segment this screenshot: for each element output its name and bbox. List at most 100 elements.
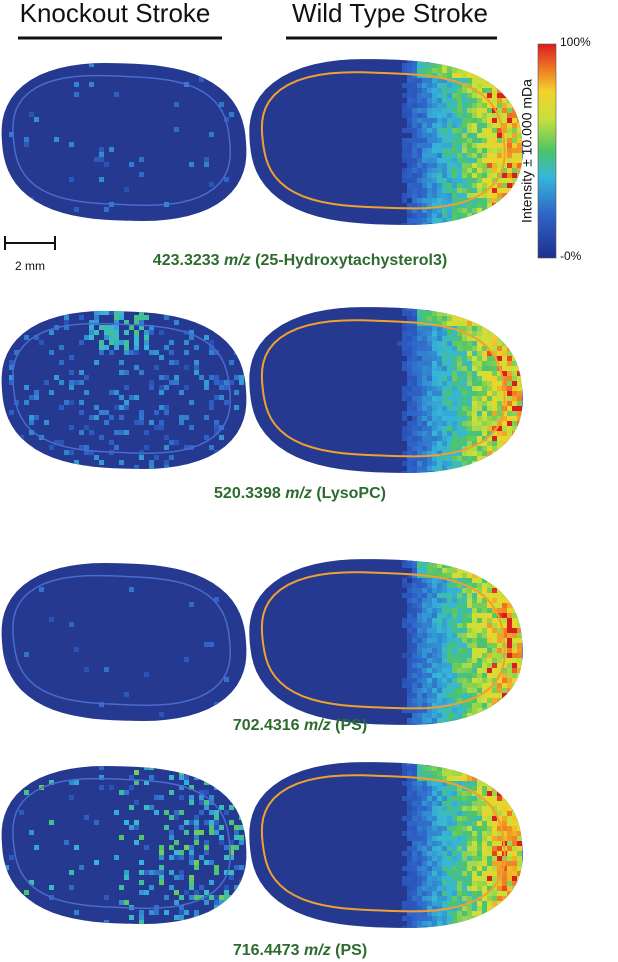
pixel [452,916,457,921]
pixel [412,881,417,886]
pixel [487,791,492,796]
pixel [94,310,99,315]
pixel [179,855,184,860]
pixel [437,911,442,916]
pixel [472,663,477,668]
pixel [442,173,447,178]
pixel [477,831,482,836]
pixel [447,143,452,148]
pixel [432,708,437,713]
pixel [462,401,467,406]
pixel [452,158,457,163]
pixel [502,613,507,618]
pixel [432,598,437,603]
pixel [199,375,204,380]
pixel [209,400,214,405]
pixel [194,815,199,820]
pixel [512,173,517,178]
pixel [477,133,482,138]
pixel [174,320,179,325]
pixel [487,618,492,623]
pixel [462,103,467,108]
pixel [487,416,492,421]
pixel [482,876,487,881]
pixel [447,336,452,341]
pixel [189,860,194,865]
pixel [79,315,84,320]
pixel [84,667,89,672]
pixel [502,431,507,436]
pixel [427,436,432,441]
pixel [447,916,452,921]
pixel [442,153,447,158]
pixel [104,207,109,212]
pixel [124,350,129,355]
pixel [482,331,487,336]
pixel [507,643,512,648]
pixel [507,618,512,623]
pixel [442,836,447,841]
pixel [427,926,432,931]
pixel [452,138,457,143]
pixel [437,926,442,931]
pixel [487,663,492,668]
pixel [502,103,507,108]
pixel [407,856,412,861]
pixel [164,375,169,380]
pixel [442,916,447,921]
pixel [482,668,487,673]
pixel [492,401,497,406]
pixel [442,391,447,396]
pixel [502,821,507,826]
pixel [422,68,427,73]
pixel [457,431,462,436]
pixel [427,766,432,771]
pixel [109,310,114,315]
pixel [442,881,447,886]
pixel [422,143,427,148]
pixel [472,776,477,781]
pixel [432,466,437,471]
pixel [482,871,487,876]
pixel [507,431,512,436]
pixel [437,83,442,88]
pixel [402,198,407,203]
pixel [149,385,154,390]
pixel [472,213,477,218]
pixel [437,193,442,198]
pixel [467,391,472,396]
pixel [487,578,492,583]
pixel [437,668,442,673]
pixel [134,770,139,775]
pixel [507,118,512,123]
pixel [462,431,467,436]
pixel [437,623,442,628]
pixel [467,603,472,608]
pixel [432,568,437,573]
pixel [104,330,109,335]
pixel [164,445,169,450]
pixel [477,188,482,193]
pixel [417,781,422,786]
pixel [452,836,457,841]
pixel [139,870,144,875]
pixel [482,608,487,613]
pixel [467,831,472,836]
pixel [437,461,442,466]
pixel [412,851,417,856]
pixel [462,693,467,698]
pixel [477,426,482,431]
pixel [412,346,417,351]
pixel [442,371,447,376]
pixel [487,841,492,846]
pixel [472,871,477,876]
pixel [407,831,412,836]
pixel [402,426,407,431]
pixel [447,603,452,608]
pixel [427,608,432,613]
pixel [467,441,472,446]
pixel [427,88,432,93]
pixel [462,713,467,718]
pixel [402,796,407,801]
pixel [432,426,437,431]
